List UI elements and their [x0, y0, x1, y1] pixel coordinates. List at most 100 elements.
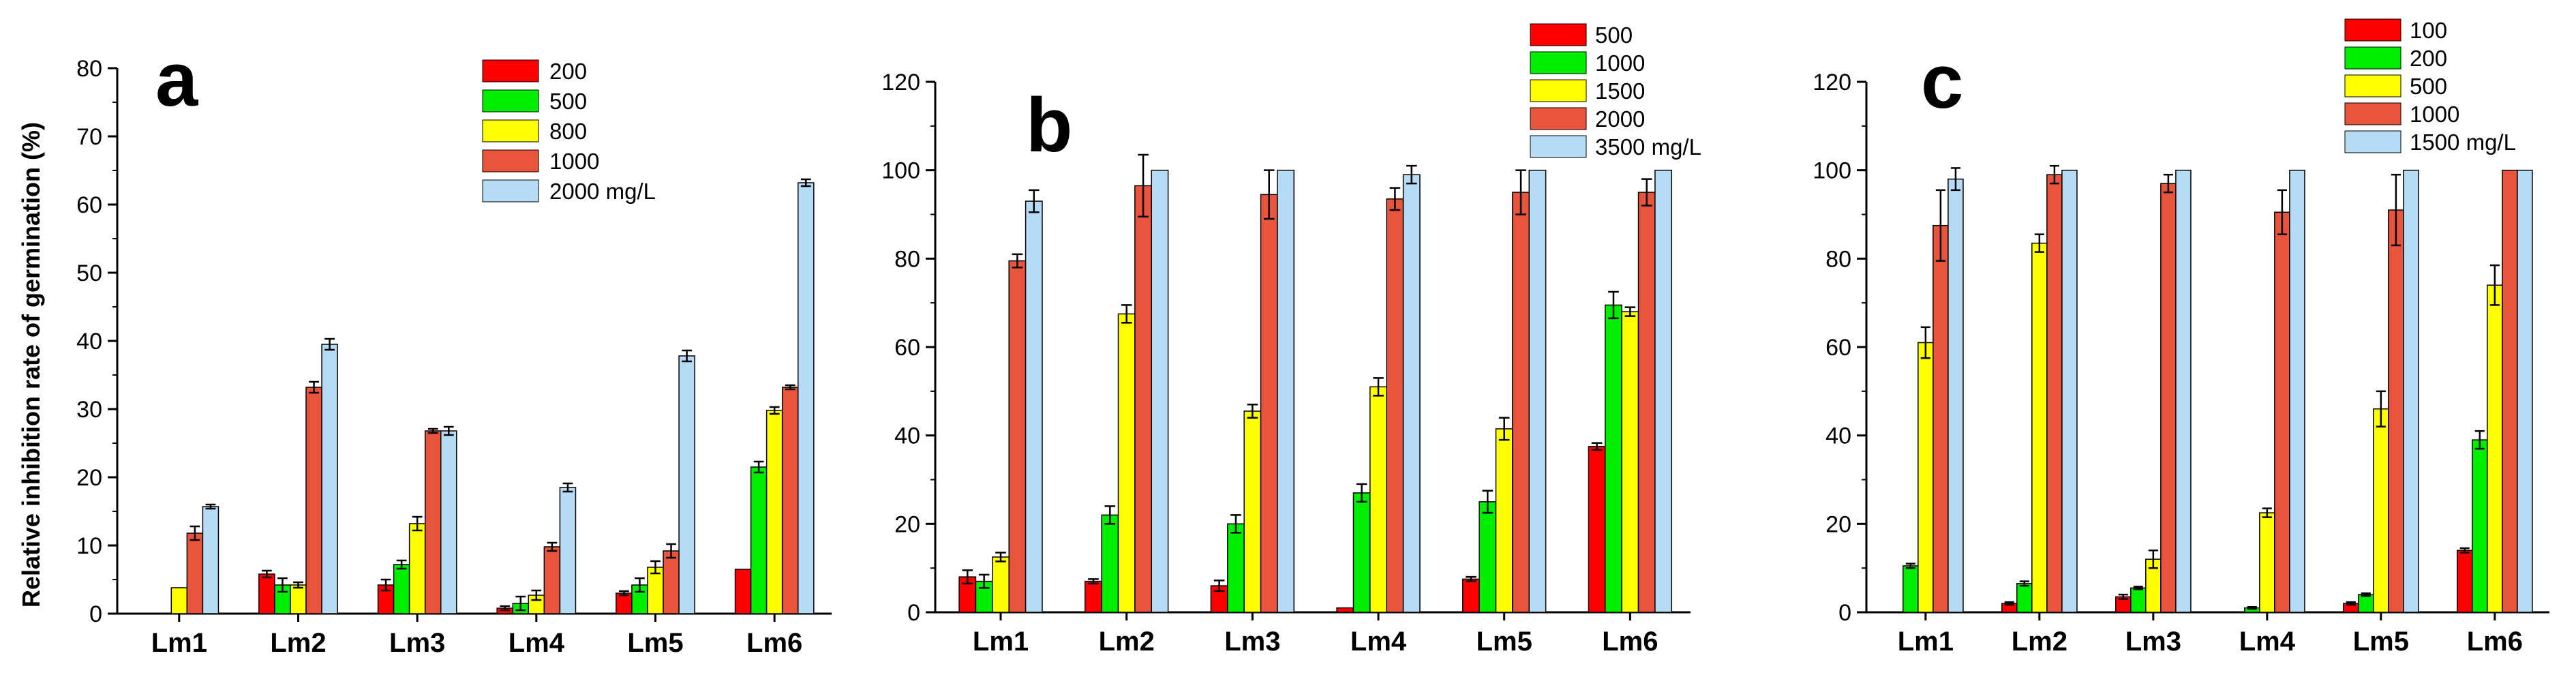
bar-1000-Lm1: [1933, 224, 1949, 613]
bar-1000-Lm4: [2274, 211, 2290, 613]
legend-swatch: [2344, 130, 2401, 153]
y-tick-label: 0: [1838, 600, 1851, 626]
bar-800-Lm2: [290, 584, 307, 614]
bar-3500mgL-Lm1: [1025, 200, 1043, 613]
legend-entry: 1500: [1595, 78, 1645, 104]
legend-entry: 1000: [1595, 50, 1645, 76]
chart-panel-a: 0 10 20 30 40 50 60 70 80 Relative inhibition rat…: [17, 37, 832, 658]
bar-1500-Lm3: [1243, 410, 1262, 613]
y-tick-label: 100: [1813, 158, 1851, 184]
bar-2000-Lm3: [1260, 194, 1278, 613]
bar-200-Lm6: [734, 569, 752, 614]
legend-entry: 1000: [2410, 102, 2459, 127]
bar-500-Lm5: [2373, 408, 2389, 613]
bar-1000-Lm6: [781, 387, 799, 614]
legend-swatch: [2344, 46, 2401, 70]
legend-swatch: [482, 119, 539, 142]
bar-100-Lm6: [2456, 550, 2473, 613]
bar-2000mgL-Lm2: [321, 344, 338, 614]
bar-500-Lm5: [1462, 578, 1480, 613]
legend-entry: 500: [1595, 22, 1633, 48]
x-category-label: Lm5: [1476, 627, 1532, 657]
bar-200-Lm2: [2016, 583, 2033, 613]
bar-1500-Lm6: [1621, 311, 1639, 613]
x-category-label: Lm4: [2239, 627, 2296, 657]
bar-200-Lm1: [1903, 565, 1919, 613]
bar-2000mgL-Lm6: [797, 182, 815, 614]
bar-1000-Lm5: [2388, 209, 2404, 613]
y-tick-label: 10: [76, 533, 102, 559]
y-tick-label: 120: [881, 70, 920, 95]
y-tick-label: 40: [1825, 423, 1851, 449]
bar-500-Lm6: [750, 466, 768, 614]
legend-entry: 100: [2410, 18, 2447, 43]
legend-swatch: [1530, 135, 1587, 158]
legend-entry: 200: [549, 59, 587, 84]
legend-swatch: [482, 89, 539, 112]
bar-200-Lm3: [2130, 587, 2147, 613]
panel-label: c: [1921, 39, 1963, 124]
legend-swatch: [1530, 23, 1587, 46]
x-category-label: Lm6: [2467, 627, 2523, 657]
legend-swatch: [2344, 74, 2401, 97]
bar-2000-Lm2: [1134, 185, 1153, 613]
legend-entry: 200: [2410, 46, 2447, 71]
y-tick-label: 20: [76, 465, 102, 491]
bar-500-Lm6: [1588, 446, 1606, 613]
bar-800-Lm3: [408, 523, 426, 614]
bar-800-Lm1: [170, 587, 188, 614]
y-tick-label: 0: [89, 601, 102, 627]
bar-200-Lm5: [616, 592, 633, 614]
bar-2000-Lm5: [1512, 192, 1530, 613]
legend-entry: 3500 mg/L: [1595, 134, 1701, 160]
legend: 200 500 800 1000 2000 mg/L: [482, 59, 656, 204]
bar-1500-Lm1: [992, 556, 1010, 613]
legend-swatch: [2344, 18, 2401, 42]
bar-200-Lm6: [2472, 439, 2488, 613]
legend-entry: 800: [549, 119, 587, 144]
legend: 100 200 500 1000 1500 mg/L: [2344, 18, 2516, 155]
bar-3500mgL-Lm5: [1528, 169, 1547, 613]
x-category-label: Lm4: [509, 628, 565, 658]
chart-panel-b: 0 20 40 60 80 100 120 Lm1 Lm2 Lm3 Lm4 Lm5 Lm6 b 500100…: [881, 22, 1701, 657]
x-category-label: Lm2: [1099, 627, 1155, 657]
legend-swatch: [1530, 51, 1587, 74]
y-tick-label: 50: [76, 260, 102, 286]
bar-1000-Lm2: [305, 387, 322, 614]
bar-3500mgL-Lm3: [1277, 169, 1295, 613]
bar-1000-Lm1: [186, 532, 204, 614]
legend-swatch: [2344, 102, 2401, 125]
bar-2000-Lm6: [1637, 192, 1656, 613]
y-tick-label: 20: [1825, 511, 1851, 537]
bar-1000-Lm3: [424, 430, 442, 614]
bar-1000-Lm3: [1227, 523, 1245, 613]
bar-500-Lm2: [1085, 580, 1102, 613]
bar-2000mgL-Lm4: [559, 487, 577, 614]
bar-1500-Lm5: [1495, 428, 1513, 613]
bar-1000-Lm2: [1101, 514, 1119, 613]
y-tick-label: 100: [881, 158, 920, 184]
bar-1000-Lm5: [663, 550, 680, 614]
bar-500-Lm3: [393, 564, 410, 614]
bar-500-Lm4: [2259, 512, 2275, 613]
legend-entry: 2000 mg/L: [549, 179, 656, 204]
x-category-label: Lm5: [627, 628, 683, 658]
bar-200-Lm2: [258, 573, 275, 614]
bar-1500mgL-Lm3: [2175, 169, 2192, 613]
y-tick-label: 80: [1825, 246, 1851, 272]
bar-1000-Lm4: [543, 546, 561, 614]
bar-500-Lm2: [2031, 242, 2048, 613]
bar-2000-Lm1: [1008, 260, 1027, 613]
x-category-label: Lm6: [1602, 627, 1658, 657]
bar-500-Lm4: [1336, 607, 1354, 613]
legend-entry: 1000: [549, 149, 599, 174]
y-tick-label: 60: [894, 335, 920, 361]
bar-800-Lm6: [766, 410, 783, 614]
y-tick-label: 70: [76, 124, 102, 150]
y-axis-title: Relative inhibition rate of germination …: [17, 122, 45, 608]
bar-2000mgL-Lm3: [440, 430, 457, 614]
bar-1000-Lm6: [2502, 169, 2518, 613]
bar-2000mgL-Lm5: [678, 355, 695, 614]
bar-2000mgL-Lm1: [202, 506, 219, 614]
